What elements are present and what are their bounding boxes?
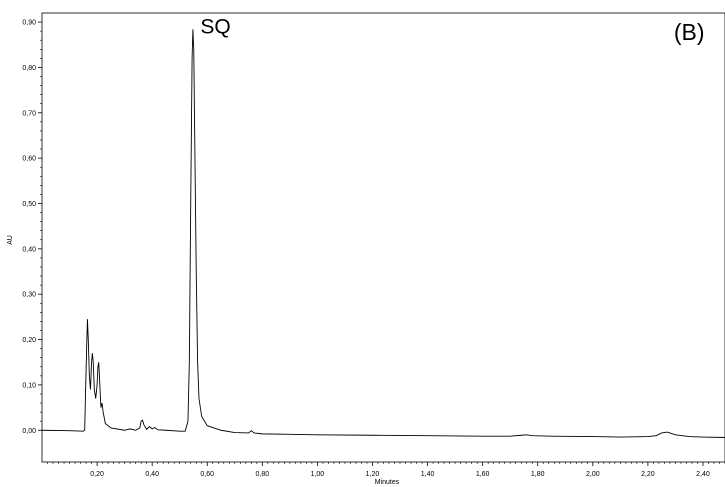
y-tick-label: 0,60 <box>22 156 36 163</box>
series-line <box>41 29 725 438</box>
y-tick-label: 0,10 <box>22 382 36 389</box>
panel-label-b: (B) <box>674 19 705 45</box>
x-axis-title: Minutes <box>375 479 400 486</box>
x-tick-label: 1,80 <box>531 471 545 478</box>
y-tick-label: 0,70 <box>22 110 36 117</box>
annotations: SQ (B) <box>200 15 704 45</box>
x-tick-label: 2,40 <box>696 471 710 478</box>
x-tick-label: 0,40 <box>145 471 159 478</box>
y-tick-label: 0,80 <box>22 65 36 72</box>
x-axis: 0,20 0,40 0,60 0,80 1,00 1,20 1,40 1,60 1,80 2,00… <box>47 462 725 478</box>
x-tick-label: 1,40 <box>421 471 435 478</box>
x-tick-label: 0,60 <box>200 471 214 478</box>
peak-label-sq: SQ <box>200 15 230 38</box>
x-tick-label: 1,60 <box>476 471 490 478</box>
y-tick-label: 0,00 <box>22 428 36 435</box>
x-tick-label: 2,00 <box>586 471 600 478</box>
x-tick-label: 1,20 <box>366 471 380 478</box>
y-tick-label: 0,50 <box>22 201 36 208</box>
y-tick-label: 0,30 <box>22 292 36 299</box>
y-axis: 0,00 0,10 0,20 0,30 0,40 0,50 0,60 0,70 0,80 0,90 <box>22 20 42 435</box>
y-axis-title: AU <box>7 235 14 245</box>
plot-frame <box>41 12 725 463</box>
y-tick-label: 0,20 <box>22 337 36 344</box>
x-tick-label: 0,80 <box>256 471 270 478</box>
x-tick-label: 0,20 <box>90 471 104 478</box>
x-tick-label: 1,00 <box>311 471 325 478</box>
y-tick-label: 0,90 <box>22 20 36 27</box>
y-tick-label: 0,40 <box>22 246 36 253</box>
x-tick-label: 2,20 <box>641 471 655 478</box>
